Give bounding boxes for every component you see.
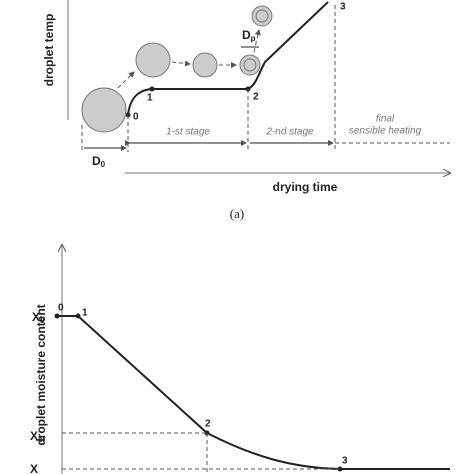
- guide-lines: [62, 432, 340, 474]
- point-label: 2: [253, 92, 259, 103]
- panel-b: droplet moisture content 0 1 2 3 X0 Xcr …: [30, 245, 450, 474]
- point-label: 3: [342, 456, 348, 467]
- x0-sub: 0: [40, 316, 45, 325]
- droplet-arrows: [117, 29, 261, 89]
- d0-sub: 0: [101, 160, 106, 169]
- moisture-curve: [57, 315, 450, 470]
- d0-label: D0: [92, 154, 106, 169]
- point-label: 0: [133, 112, 139, 123]
- caption: (a): [230, 206, 244, 221]
- panel-a: droplet temp 0 1 2 3 Dp: [42, 0, 450, 221]
- x0-base: X: [32, 310, 40, 324]
- x-label: drying time: [273, 180, 338, 194]
- droplets: [81, 5, 273, 133]
- xe-label: X: [30, 462, 38, 474]
- stage-label: 2-nd stage: [265, 127, 314, 138]
- stage-label: sensible heating: [349, 126, 422, 137]
- point-label: 3: [340, 2, 346, 13]
- y-label: droplet moisture content: [34, 304, 48, 445]
- xcr-label: Xcr: [30, 429, 46, 444]
- y-label: droplet temp: [42, 14, 56, 87]
- d0-base: D: [92, 154, 101, 168]
- xcr-base: X: [30, 429, 38, 443]
- stage-label: 1-st stage: [166, 127, 210, 138]
- dp-label: Dp: [242, 28, 256, 43]
- point-label: 1: [82, 308, 88, 319]
- stage-arrows: [84, 140, 334, 151]
- x0-label: X0: [32, 310, 45, 325]
- dp-sub: p: [251, 34, 256, 43]
- point-label: 2: [205, 419, 211, 430]
- point-label: 1: [147, 93, 153, 104]
- dp-base: D: [242, 28, 251, 42]
- points: [54, 313, 343, 472]
- point-label: 0: [58, 303, 64, 314]
- xcr-sub: cr: [38, 435, 46, 444]
- stage-label: final: [376, 114, 395, 125]
